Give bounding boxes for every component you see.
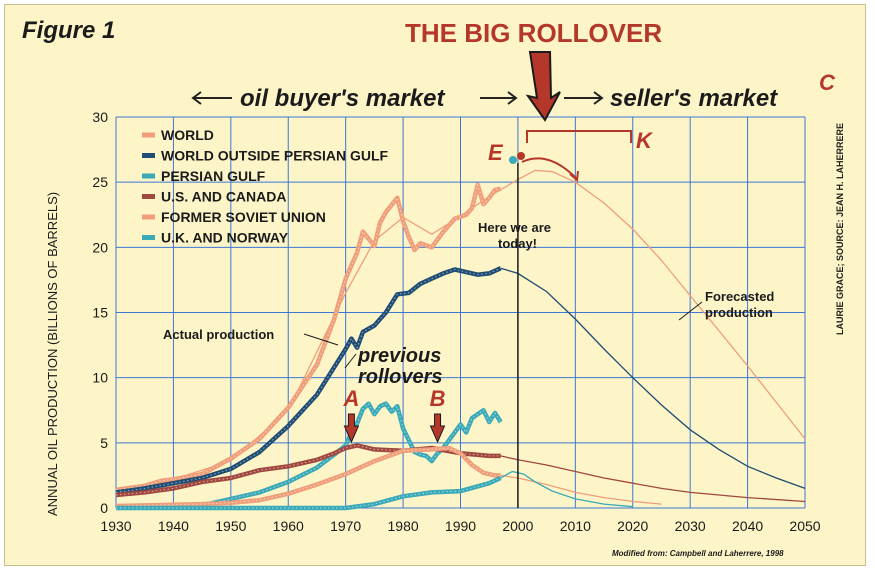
label-b: B [430, 386, 446, 411]
y-tick-label: 5 [100, 435, 108, 451]
footer-note: Modified from: Campbell and Laherrere, 1… [612, 549, 784, 558]
x-tick-label: 1940 [158, 518, 189, 534]
series-texture-world-outside-persian-gulf [115, 267, 501, 493]
here-we-are-line1: Here we are [478, 220, 551, 235]
x-tick-label: 2000 [502, 518, 533, 534]
legend-label: U.K. AND NORWAY [161, 230, 289, 246]
y-ticks: 0 5 10 15 20 25 30 [92, 109, 108, 516]
source-note: LAURIE GRACE; SOURCE: JEAN H. LAHERRERE [835, 123, 845, 335]
legend-label: WORLD OUTSIDE PERSIAN GULF [161, 148, 389, 164]
label-a: A [342, 386, 359, 411]
buyer-market-label: oil buyer's market [240, 85, 445, 112]
buyer-market-arrows [191, 91, 604, 105]
series-texture-world [115, 182, 501, 491]
legend-label: FORMER SOVIET UNION [161, 209, 326, 225]
legend-label: U.S. AND CANADA [161, 189, 286, 205]
e-curve-arrow [521, 157, 577, 179]
x-tick-label: 2050 [789, 518, 820, 534]
y-tick-label: 30 [92, 109, 108, 125]
k-bracket [526, 130, 632, 143]
forecast-line-us-canada [500, 455, 806, 503]
label-e: E [488, 140, 504, 165]
forecast-line-world-outside-gulf [500, 267, 806, 490]
forecast-line-world [115, 169, 806, 491]
here-we-are-line2: today! [498, 236, 537, 251]
x-tick-label: 2010 [560, 518, 591, 534]
series-line-u-k-and-norway [116, 475, 502, 511]
figure-frame [4, 4, 866, 566]
label-k: K [636, 128, 654, 153]
grid [115, 116, 806, 509]
series-texture-persian-gulf [115, 402, 502, 508]
rollover-b-arrow [429, 413, 446, 444]
seller-market-label: seller's market [610, 85, 778, 112]
x-tick-label: 2020 [617, 518, 648, 534]
rollover-a-arrow [343, 413, 360, 444]
annotations: C E K Here we are today! Actual producti… [163, 70, 836, 508]
e-point-teal [509, 156, 517, 164]
actual-production-label: Actual production [163, 327, 274, 342]
label-c: C [819, 70, 836, 95]
legend: WORLD WORLD OUTSIDE PERSIAN GULF PERSIAN G… [142, 127, 389, 246]
x-ticks: 1930 1940 1950 1960 1970 1980 1990 2000 2010 2020… [100, 518, 820, 534]
figure-label: Figure 1 [22, 17, 115, 44]
actual-production-leader [303, 333, 339, 346]
forecasted-label-line1: Forecasted [705, 289, 774, 304]
y-tick-label: 10 [92, 370, 108, 386]
headline: THE BIG ROLLOVER [405, 18, 662, 48]
forecast-line-uk-norway [500, 470, 633, 508]
previous-rollovers-leader [344, 353, 357, 369]
x-tick-label: 1980 [388, 518, 419, 534]
x-tick-label: 2030 [675, 518, 706, 534]
x-tick-label: 1950 [215, 518, 246, 534]
legend-label: PERSIAN GULF [161, 168, 266, 184]
x-tick-label: 2040 [732, 518, 763, 534]
previous-rollovers-line1: previous [357, 345, 441, 367]
series-layer [115, 169, 806, 511]
previous-rollovers-line2: rollovers [358, 366, 442, 388]
x-tick-label: 1930 [100, 518, 131, 534]
y-tick-label: 20 [92, 239, 108, 255]
forecasted-label-line2: production [705, 305, 773, 320]
e-point-red [517, 152, 525, 160]
series-texture-former-soviet-union [115, 447, 501, 507]
legend-label: WORLD [161, 127, 214, 143]
e-curve-arrowhead [569, 170, 579, 182]
x-tick-label: 1990 [445, 518, 476, 534]
x-tick-label: 1960 [273, 518, 304, 534]
big-rollover-arrow [525, 51, 561, 122]
y-tick-label: 25 [92, 174, 108, 190]
y-tick-label: 0 [100, 500, 108, 516]
x-tick-label: 1970 [330, 518, 361, 534]
y-tick-label: 15 [92, 305, 108, 321]
forecasted-leader [678, 301, 703, 321]
y-axis-label: ANNUAL OIL PRODUCTION (BILLIONS OF BARRE… [45, 192, 60, 516]
